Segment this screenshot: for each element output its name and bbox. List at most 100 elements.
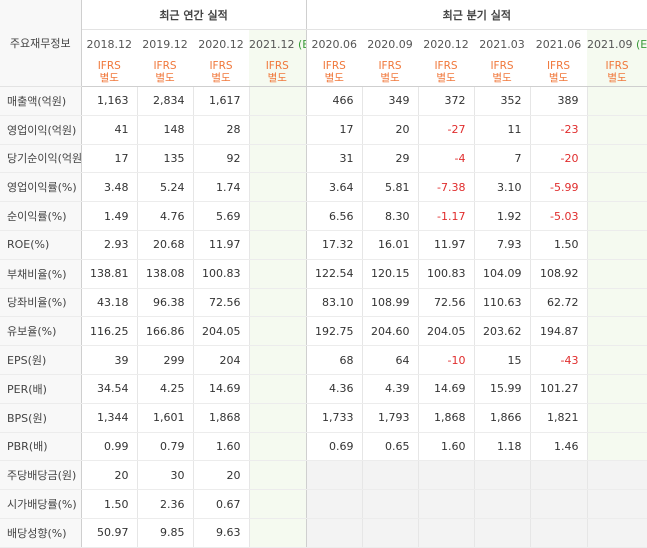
quarter-cell: 194.87 bbox=[529, 316, 588, 347]
quarter-cell: 203.62 bbox=[473, 316, 531, 347]
quarter-cell: 1.92 bbox=[473, 201, 531, 231]
quarter-cell: -23 bbox=[529, 115, 588, 145]
quarter-cell: 4.36 bbox=[305, 374, 363, 404]
table-row: 시가배당률(%) 1.50 2.36 0.67 bbox=[0, 489, 647, 519]
annual-cell: 1,344 bbox=[81, 403, 137, 433]
ifrs-badge: IFRS 별도 bbox=[530, 58, 588, 87]
annual-cell: 5.24 bbox=[136, 172, 193, 203]
annual-cell: 1,617 bbox=[192, 86, 249, 116]
quarter-cell bbox=[305, 460, 363, 491]
ifrs-badge: IFRS 별도 bbox=[362, 58, 419, 87]
quarter-cell: 204.05 bbox=[417, 316, 475, 347]
ifrs-basis-label: 별도 bbox=[380, 72, 400, 84]
quarter-cell: 192.75 bbox=[305, 316, 363, 347]
quarter-cell bbox=[586, 403, 647, 433]
quarter-cell: 1.18 bbox=[473, 432, 531, 462]
quarter-cell: 5.81 bbox=[361, 172, 419, 203]
quarter-cell: 122.54 bbox=[305, 258, 363, 289]
quarter-cell: 372 bbox=[417, 86, 475, 116]
row-label: BPS(원) bbox=[0, 403, 82, 433]
ifrs-basis-label: 별도 bbox=[548, 72, 569, 84]
row-label: 유보율(%) bbox=[0, 316, 82, 347]
quarter-cell bbox=[586, 460, 647, 491]
quarter-cell bbox=[586, 518, 647, 548]
table-row: 당좌비율(%) 43.18 96.38 72.56 83.10 108.99 72.56 11… bbox=[0, 288, 647, 318]
annual-cell: 1,601 bbox=[136, 403, 193, 433]
row-label: 배당성향(%) bbox=[0, 518, 82, 548]
ifrs-basis-label: 별도 bbox=[324, 72, 344, 84]
quarter-cell: -27 bbox=[417, 115, 475, 145]
quarter-cell bbox=[586, 374, 647, 404]
ifrs-badge: IFRS 별도 bbox=[193, 58, 249, 87]
quarter-cell bbox=[417, 460, 475, 491]
quarter-cell: 6.56 bbox=[305, 201, 363, 231]
row-label: EPS(원) bbox=[0, 345, 82, 375]
quarter-cell: 104.09 bbox=[473, 258, 531, 289]
quarter-cell bbox=[473, 518, 531, 548]
quarter-cell bbox=[473, 460, 531, 491]
table-row: 영업이익(억원) 41 148 28 17 20 -27 11 -23 bbox=[0, 115, 647, 145]
annual-cell bbox=[248, 115, 307, 145]
annual-cell bbox=[248, 345, 307, 375]
quarter-cell bbox=[529, 518, 588, 548]
ifrs-basis-label: 별도 bbox=[492, 72, 512, 84]
row-label: 순이익률(%) bbox=[0, 201, 82, 231]
quarter-cell: 1.60 bbox=[417, 432, 475, 462]
ifrs-basis-label: 별도 bbox=[211, 72, 231, 84]
quarter-cell bbox=[586, 144, 647, 174]
annual-cell: 138.81 bbox=[81, 258, 137, 289]
annual-cell: 2,834 bbox=[136, 86, 193, 116]
quarter-cell: 83.10 bbox=[305, 288, 363, 318]
estimate-mark: (E) bbox=[298, 37, 306, 51]
estimate-mark: (E) bbox=[636, 37, 647, 51]
table-row: 배당성향(%) 50.97 9.85 9.63 bbox=[0, 518, 647, 548]
quarter-cell: 8.30 bbox=[361, 201, 419, 231]
ifrs-badge: IFRS 별도 bbox=[587, 58, 647, 87]
annual-cell: 41 bbox=[81, 115, 137, 145]
period-date: 2018.12 bbox=[86, 37, 133, 51]
annual-cell: 20 bbox=[192, 460, 249, 491]
row-label: 당좌비율(%) bbox=[0, 288, 82, 318]
annual-cell: 4.76 bbox=[136, 201, 193, 231]
annual-cell: 39 bbox=[81, 345, 137, 375]
quarter-cell bbox=[586, 172, 647, 203]
ifrs-label: IFRS bbox=[209, 60, 233, 72]
ifrs-badge: IFRS 별도 bbox=[305, 58, 363, 87]
annual-cell bbox=[248, 432, 307, 462]
annual-cell: 20.68 bbox=[136, 230, 193, 260]
annual-cell: 96.38 bbox=[136, 288, 193, 318]
annual-cell: 34.54 bbox=[81, 374, 137, 404]
annual-cell bbox=[248, 144, 307, 174]
quarter-cell: 62.72 bbox=[529, 288, 588, 318]
quarter-cell: -4 bbox=[417, 144, 475, 174]
ifrs-basis-label: 별도 bbox=[267, 72, 287, 84]
quarter-cell bbox=[586, 316, 647, 347]
quarter-cell: 11 bbox=[473, 115, 531, 145]
ifrs-basis-label: 별도 bbox=[607, 72, 627, 84]
quarter-cell: 7 bbox=[473, 144, 531, 174]
annual-cell: 0.79 bbox=[136, 432, 193, 462]
period-date: 2020.09 bbox=[367, 37, 413, 51]
annual-cell: 148 bbox=[136, 115, 193, 145]
quarter-cell: -5.03 bbox=[529, 201, 588, 231]
quarter-cell: 0.65 bbox=[361, 432, 419, 462]
table-row: PER(배) 34.54 4.25 14.69 4.36 4.39 14.69 15.99 10… bbox=[0, 374, 647, 404]
quarter-cell: 20 bbox=[361, 115, 419, 145]
annual-cell: 1,163 bbox=[81, 86, 137, 116]
quarter-cell: -43 bbox=[529, 345, 588, 375]
ifrs-label: IFRS bbox=[434, 60, 458, 72]
row-label: PER(배) bbox=[0, 374, 82, 404]
quarter-cell bbox=[361, 518, 419, 548]
annual-cell: 50.97 bbox=[81, 518, 137, 548]
table-row: 부채비율(%) 138.81 138.08 100.83 122.54 120.15 100… bbox=[0, 258, 647, 289]
annual-cell: 116.25 bbox=[81, 316, 137, 347]
annual-cell: 100.83 bbox=[192, 258, 249, 289]
quarter-cell: 29 bbox=[361, 144, 419, 174]
quarter-cell bbox=[586, 230, 647, 260]
ifrs-label: IFRS bbox=[378, 60, 402, 72]
ifrs-label: IFRS bbox=[97, 60, 121, 72]
quarter-cell: 108.92 bbox=[529, 258, 588, 289]
period-date: 2020.12 bbox=[198, 37, 244, 51]
table-row: ROE(%) 2.93 20.68 11.97 17.32 16.01 11.97 7.93 1… bbox=[0, 230, 647, 260]
annual-cell bbox=[248, 201, 307, 231]
